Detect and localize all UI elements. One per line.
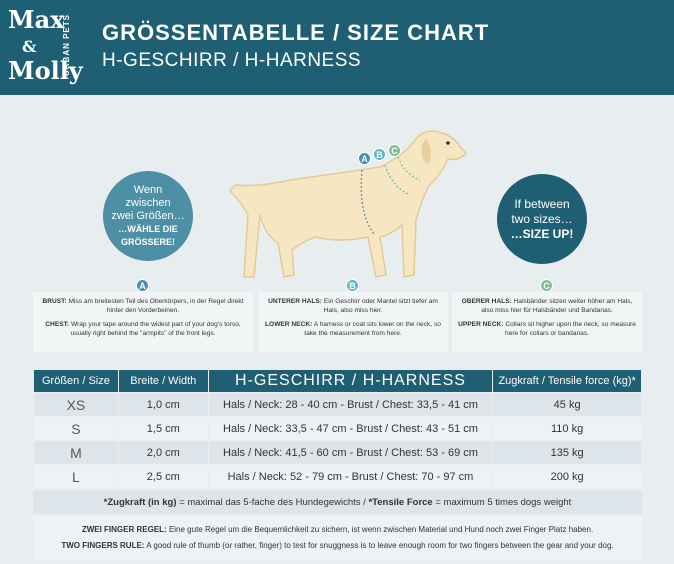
- size-table: Größen / Size Breite / Width H-GESCHIRR / …: [33, 369, 642, 489]
- header: [0, 0, 674, 95]
- rule-label: TWO FINGERS RULE:: [61, 541, 145, 550]
- rule-text: A good rule of thumb (or rather, finger)…: [144, 541, 614, 550]
- table-row: S 1,5 cm Hals / Neck: 33,5 - 47 cm - Brust…: [33, 416, 642, 441]
- measurement-label: UNTERER HALS:: [268, 298, 323, 305]
- callout-text: zwei Größen…: [111, 209, 185, 222]
- table-cell: Hals / Neck: 52 - 79 cm - Brust / Chest:…: [207, 464, 494, 489]
- logo-text: &: [22, 37, 37, 56]
- measurement-label: BRUST:: [42, 298, 67, 305]
- rule-text: Eine gute Regel um die Bequemlichkeit zu…: [166, 525, 594, 534]
- measurement-label: OBERER HALS:: [461, 298, 512, 305]
- measurement-label: LOWER NECK:: [265, 321, 313, 328]
- footnote-text: = maximal das 5-fache des Hundegewichts …: [176, 497, 369, 508]
- measurement-text: LOWER NECK: A harness or coat sits lower…: [264, 321, 442, 338]
- logo-text: Molly: [8, 56, 83, 85]
- callout-text: GRÖSSERE!: [120, 236, 175, 247]
- table-row: XS 1,0 cm Hals / Neck: 28 - 40 cm - Brust …: [33, 392, 642, 417]
- callout-text: Wenn: [133, 183, 163, 196]
- table-row: L 2,5 cm Hals / Neck: 52 - 79 cm - Brust /…: [33, 464, 642, 489]
- rule: ZWEI FINGER REGEL: Eine gute Regel um di…: [33, 522, 642, 538]
- table-cell: XS: [33, 392, 119, 417]
- callout-text: two sizes…: [511, 211, 573, 226]
- table-cell: 1,0 cm: [117, 392, 209, 417]
- callout-left: Wenn zwischen zwei Größen… …WÄHLE DIE GR…: [103, 171, 193, 261]
- table-cell: S: [33, 416, 119, 441]
- measurement-text: OBERER HALS: Halsbänder sitzen weiter hö…: [458, 298, 636, 315]
- table-header: Größen / Size: [33, 369, 119, 393]
- rule: TWO FINGERS RULE: A good rule of thumb (…: [33, 538, 642, 554]
- measurement-desc: A harness or coat sits lower on the neck…: [304, 321, 441, 337]
- footnote-text: = maximum 5 times dogs weight: [432, 497, 572, 508]
- logo-text: Max: [8, 5, 65, 34]
- callout-text: …WÄHLE DIE: [118, 223, 178, 234]
- logo: Max & Molly: [8, 8, 83, 83]
- badge: B: [346, 279, 359, 292]
- badge: B: [373, 148, 386, 161]
- table-cell: Hals / Neck: 41,5 - 60 cm - Brust / Ches…: [207, 440, 494, 465]
- table-header: H-GESCHIRR / H-HARNESS: [207, 369, 494, 393]
- measurement-desc: Ein Geschirr oder Mantel sitzt tiefer am…: [323, 298, 438, 314]
- measurement-text: UNTERER HALS: Ein Geschirr oder Mantel s…: [264, 298, 442, 315]
- table-cell: Hals / Neck: 28 - 40 cm - Brust / Chest:…: [207, 392, 494, 417]
- table-cell: 110 kg: [492, 416, 642, 441]
- table-cell: 1,5 cm: [117, 416, 209, 441]
- table-cell: M: [33, 440, 119, 465]
- logo-tagline: URBAN PETS: [62, 14, 71, 77]
- measurement-desc: Wrap your tape around the widest part of…: [70, 321, 241, 337]
- measurement-box: UNTERER HALS: Ein Geschirr oder Mantel s…: [258, 292, 448, 352]
- table-header: Breite / Width: [117, 369, 209, 393]
- rules: ZWEI FINGER REGEL: Eine gute Regel um di…: [33, 515, 642, 560]
- table-cell: 135 kg: [492, 440, 642, 465]
- footnote-text: *Tensile Force: [368, 497, 433, 508]
- table-cell: 200 kg: [492, 464, 642, 489]
- table-cell: 2,5 cm: [117, 464, 209, 489]
- callout-right: If between two sizes… …SIZE UP!: [497, 174, 587, 264]
- badge: A: [358, 152, 371, 165]
- measurement-box: OBERER HALS: Halsbänder sitzen weiter hö…: [452, 292, 642, 352]
- table-header: Zugkraft / Tensile force (kg)*: [492, 369, 642, 393]
- measurement-text: BRUST: Miss am breitesten Teil des Oberk…: [39, 298, 247, 315]
- table-cell: Hals / Neck: 33,5 - 47 cm - Brust / Ches…: [207, 416, 494, 441]
- badge: C: [540, 279, 553, 292]
- measurement-desc: Miss am breitesten Teil des Oberkörpers,…: [68, 298, 244, 314]
- measurement-label: UPPER NECK:: [458, 321, 504, 328]
- measurement-text: UPPER NECK: Collars sit higher upon the …: [458, 321, 636, 338]
- table-cell: L: [33, 464, 119, 489]
- callout-text: zwischen: [125, 196, 171, 209]
- badge: A: [136, 279, 149, 292]
- subtitle: H-GESCHIRR / H-HARNESS: [102, 50, 362, 71]
- measurement-desc: Collars sit higher upon the neck, so mea…: [505, 321, 636, 337]
- table-cell: 2,0 cm: [117, 440, 209, 465]
- table-cell: 45 kg: [492, 392, 642, 417]
- measurement-box: BRUST: Miss am breitesten Teil des Oberk…: [33, 292, 253, 352]
- callout-text: …SIZE UP!: [510, 226, 574, 241]
- measurement-desc: Halsbänder sitzen weiter höher am Hals, …: [481, 298, 633, 314]
- measurement-text: CHEST: Wrap your tape around the widest …: [39, 321, 247, 338]
- rule-label: ZWEI FINGER REGEL:: [81, 525, 167, 534]
- callout-text: If between: [514, 196, 570, 211]
- title: GRÖSSENTABELLE / SIZE CHART: [102, 20, 490, 45]
- badge: C: [388, 144, 401, 157]
- dog-illustration: [228, 130, 467, 278]
- footnote-text: *Zugkraft (in kg): [103, 497, 177, 508]
- table-row: M 2,0 cm Hals / Neck: 41,5 - 60 cm - Brust…: [33, 440, 642, 465]
- measurement-label: CHEST:: [45, 321, 70, 328]
- footnote: *Zugkraft (in kg) = maximal das 5-fache …: [33, 491, 642, 514]
